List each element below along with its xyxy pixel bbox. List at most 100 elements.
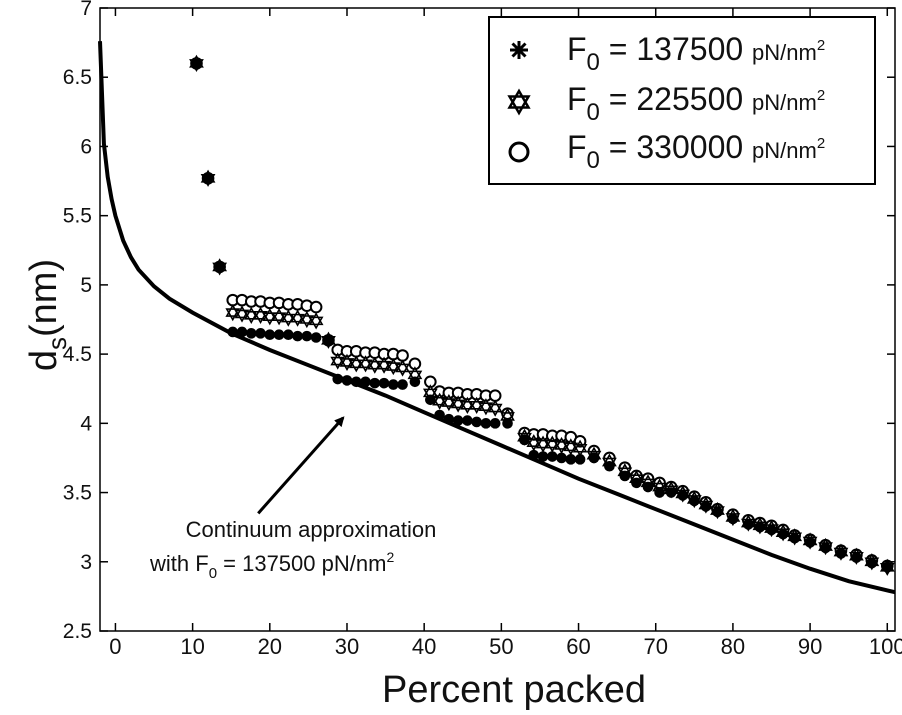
plot-frame xyxy=(99,7,896,632)
y-axis-label-sub: s xyxy=(42,337,72,350)
svg-text:ds(nm): ds(nm) xyxy=(23,259,72,371)
y-axis-label-unit: (nm) xyxy=(23,259,65,337)
data-point-star xyxy=(487,399,503,417)
data-point-filled xyxy=(292,330,303,342)
y-tick-label: 5 xyxy=(80,274,92,297)
y-tick-label: 6 xyxy=(80,135,92,158)
y-tick-label: 3 xyxy=(80,551,92,574)
svg-text:F0 = 330000 pN/nm2: F0 = 330000 pN/nm2 xyxy=(567,129,825,174)
data-point-filled xyxy=(388,379,399,390)
x-tick-label: 100 xyxy=(869,634,902,659)
data-point-filled xyxy=(689,495,700,507)
data-point-filled xyxy=(425,394,436,406)
x-tick-label: 60 xyxy=(566,634,590,659)
data-point-filled xyxy=(191,58,202,69)
legend-item-1-value: = 137500 xyxy=(600,31,752,67)
data-point-filled xyxy=(743,519,754,530)
legend-item-3-sup: 2 xyxy=(817,135,825,152)
annotation-arrow xyxy=(257,416,345,515)
svg-text:F0 = 225500 pN/nm2: F0 = 225500 pN/nm2 xyxy=(567,81,825,126)
data-point-filled xyxy=(283,329,294,341)
data-point-star xyxy=(572,439,588,457)
data-point-open-circle xyxy=(488,389,502,402)
y-tick-label: 4 xyxy=(80,412,92,435)
data-point-filled xyxy=(677,490,689,501)
annotation-line-2-sub: 0 xyxy=(209,565,217,582)
svg-text:with F0 = 137500 pN/nm2: with F0 = 137500 pN/nm2 xyxy=(149,549,394,582)
x-tick-label: 90 xyxy=(798,634,822,659)
x-tick-label: 40 xyxy=(412,634,436,659)
data-point-filled xyxy=(700,501,712,512)
data-point-filled xyxy=(619,470,631,482)
legend-item-2-sup: 2 xyxy=(817,87,825,104)
data-point-filled xyxy=(804,537,816,548)
data-point-filled xyxy=(631,477,642,489)
annotation: Continuum approximation with F0 = 137500… xyxy=(149,416,437,582)
annotation-line-2-value: = 137500 pN/nm xyxy=(217,551,386,576)
data-point-filled xyxy=(502,418,513,429)
data-point-filled xyxy=(452,415,464,426)
legend-item-1-sup: 2 xyxy=(817,37,825,54)
data-point-filled xyxy=(462,415,473,426)
data-point-star xyxy=(544,435,560,453)
data-point-filled xyxy=(409,376,421,388)
data-point-filled xyxy=(202,172,214,184)
data-point-filled xyxy=(480,418,492,429)
legend-box xyxy=(488,16,876,185)
data-point-star xyxy=(395,359,410,377)
data-point-filled xyxy=(547,451,558,462)
data-point-filled xyxy=(866,557,878,569)
legend-marker-asterisk-icon xyxy=(510,41,528,59)
legend-item-1-unit: pN/nm xyxy=(752,40,817,65)
legend-item-3: F0 = 330000 pN/nm2 xyxy=(508,129,825,174)
continuum-curve xyxy=(98,41,896,595)
legend: F0 = 137500 pN/nm2 F0 = 225500 pN/nm2 F0… xyxy=(488,16,876,185)
data-point-filled xyxy=(537,451,549,462)
x-tick-label: 80 xyxy=(721,634,745,659)
data-point-filled xyxy=(301,330,313,342)
data-point-filled xyxy=(245,328,257,339)
data-point-filled xyxy=(369,377,381,389)
x-tick-label: 10 xyxy=(180,634,204,659)
legend-item-2: F0 = 225500 pN/nm2 xyxy=(507,81,825,126)
annotation-line-1: Continuum approximation xyxy=(186,517,437,542)
data-point-filled xyxy=(654,487,665,498)
data-point-star xyxy=(308,312,324,330)
data-point-filled xyxy=(588,452,600,464)
data-point-filled xyxy=(789,532,800,544)
x-tick-label: 30 xyxy=(335,634,359,659)
data-point-filled xyxy=(820,542,831,554)
legend-marker-circle-icon xyxy=(508,141,530,163)
data-point-filled xyxy=(727,513,739,525)
legend-item-1-prefix: F xyxy=(567,31,587,67)
data-point-filled xyxy=(712,506,723,518)
annotation-line-2-prefix: with F xyxy=(149,551,209,576)
data-point-filled xyxy=(565,454,577,465)
data-point-filled xyxy=(881,562,893,573)
x-tick-label: 50 xyxy=(489,634,513,659)
x-tick-label: 70 xyxy=(643,634,667,659)
data-point-filled xyxy=(471,416,482,428)
data-point-filled xyxy=(574,454,586,465)
data-point-filled xyxy=(264,329,276,341)
data-point-filled xyxy=(604,460,615,472)
annotation-line-2-sup: 2 xyxy=(386,549,394,565)
legend-item-1-sub: 0 xyxy=(587,49,600,76)
data-point-filled xyxy=(851,552,862,563)
data-point-filled xyxy=(397,379,408,390)
x-tick-label: 20 xyxy=(258,634,282,659)
data-point-filled xyxy=(255,328,266,339)
legend-item-2-value: = 225500 xyxy=(600,81,752,117)
data-point-filled xyxy=(273,329,285,341)
data-point-open-circle xyxy=(309,300,323,314)
x-tick-label: 0 xyxy=(109,634,121,659)
data-point-filled xyxy=(323,334,334,346)
y-tick-label: 6.5 xyxy=(63,66,92,89)
data-point-filled xyxy=(236,326,248,338)
y-tick-label: 3.5 xyxy=(63,482,92,505)
data-point-filled xyxy=(642,481,654,493)
svg-text:F0 = 137500 pN/nm2: F0 = 137500 pN/nm2 xyxy=(567,31,825,76)
data-point-filled xyxy=(519,434,530,446)
data-point-filled xyxy=(766,524,777,536)
